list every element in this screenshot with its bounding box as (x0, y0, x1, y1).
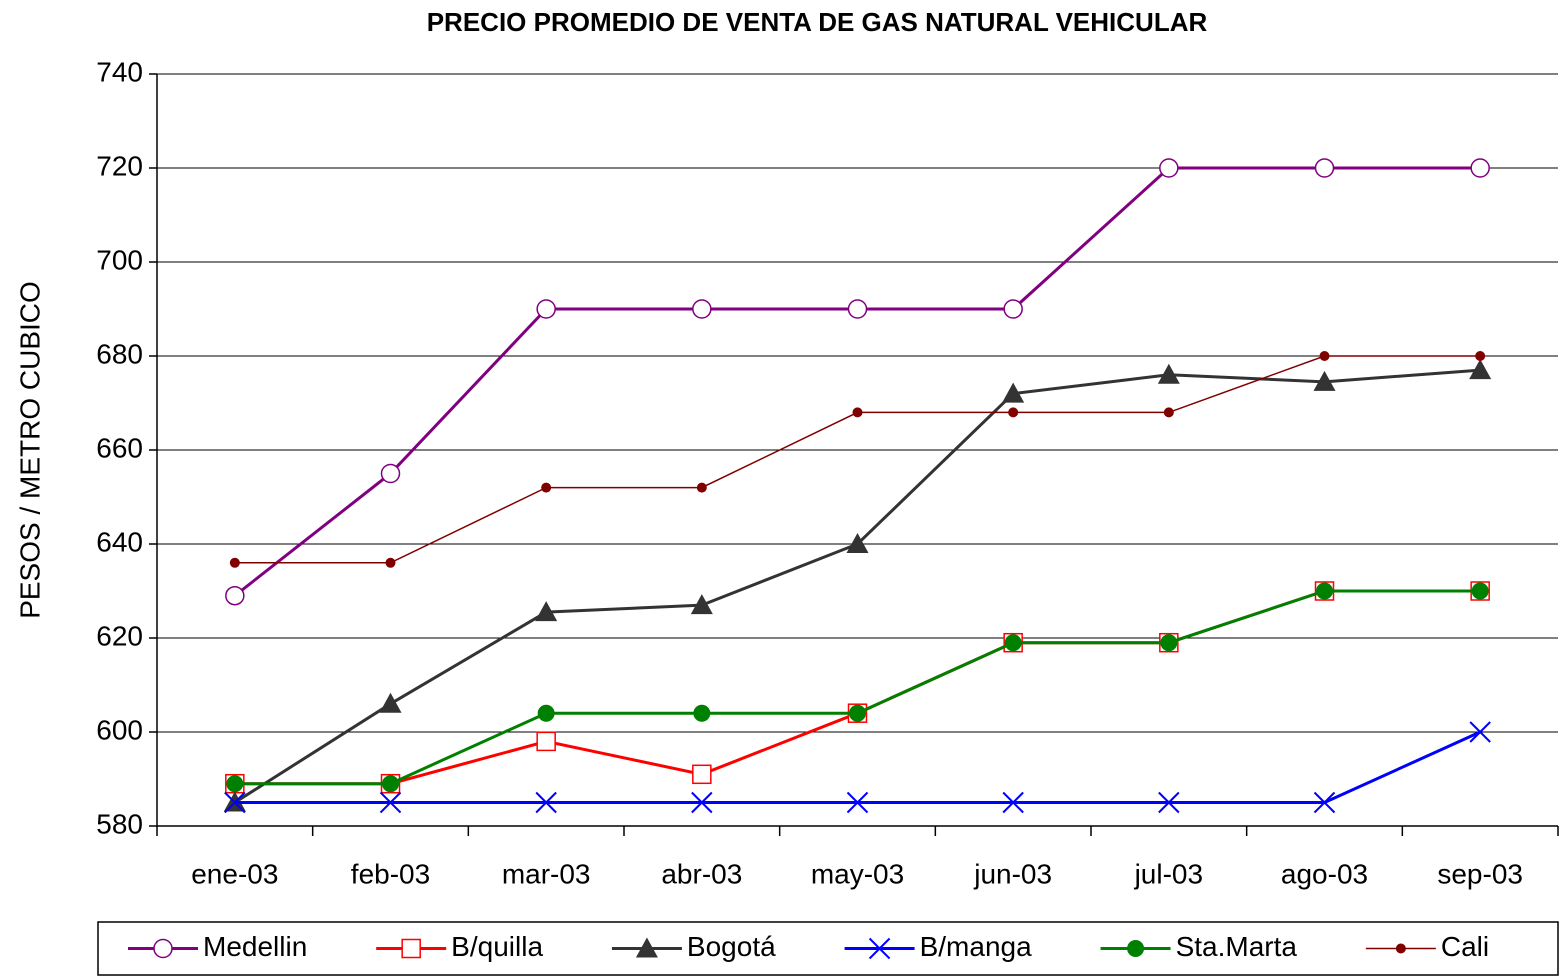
marker (1471, 582, 1489, 600)
marker (1319, 351, 1330, 361)
marker (535, 791, 557, 814)
legend (97, 921, 1559, 976)
marker (1127, 940, 1145, 957)
legend-item: B/quilla (376, 931, 543, 962)
legend-label: Medellin (203, 931, 307, 962)
x-tick-label: ene-03 (191, 858, 278, 889)
marker (225, 585, 245, 606)
y-tick-label: 740 (96, 56, 143, 87)
marker (693, 704, 711, 722)
y-tick-label: 680 (96, 338, 143, 369)
series-line (234, 368, 1481, 804)
x-tick-label: jul-03 (1134, 858, 1203, 889)
marker (401, 938, 421, 959)
marker (379, 692, 402, 713)
chart-title: PRECIO PROMEDIO DE VENTA DE GAS NATURAL … (427, 7, 1208, 37)
marker (380, 463, 401, 484)
legend-label: B/quilla (451, 931, 543, 962)
series-line (234, 589, 1481, 786)
marker (868, 937, 891, 960)
x-tick-label: mar-03 (502, 858, 591, 889)
x-tick-label: feb-03 (351, 858, 430, 889)
marker (1475, 351, 1486, 361)
marker (226, 775, 244, 793)
marker (379, 791, 402, 814)
marker (1469, 721, 1491, 743)
marker (229, 557, 240, 568)
marker (1157, 363, 1180, 384)
marker (1003, 299, 1023, 319)
legend-item: Cali (1365, 931, 1489, 962)
marker (1313, 791, 1336, 814)
marker (1002, 382, 1025, 403)
x-tick-label: ago-03 (1281, 858, 1368, 889)
y-tick-label: 720 (96, 150, 143, 181)
x-tick-label: sep-03 (1437, 858, 1523, 889)
marker (635, 937, 658, 958)
legend-label: Cali (1441, 931, 1489, 962)
marker (1314, 158, 1335, 178)
x-tick-label: abr-03 (661, 858, 742, 889)
y-axis-title: PESOS / METRO CUBICO (14, 281, 45, 619)
marker (382, 775, 399, 793)
y-tick-label: 620 (96, 620, 143, 651)
marker (537, 704, 555, 722)
legend-label: Sta.Marta (1176, 931, 1298, 962)
marker (536, 299, 556, 319)
marker (692, 764, 712, 785)
series-line (234, 589, 1481, 786)
marker (1470, 158, 1490, 178)
legend-item: Sta.Marta (1100, 931, 1298, 962)
marker (1316, 582, 1333, 600)
y-tick-label: 700 (96, 244, 143, 275)
legend-item: B/manga (844, 931, 1032, 962)
marker (846, 791, 869, 814)
y-tick-label: 580 (96, 808, 143, 839)
marker (153, 938, 173, 959)
marker (224, 791, 246, 814)
marker (692, 299, 712, 319)
y-tick-label: 640 (96, 526, 143, 557)
marker (696, 482, 707, 493)
x-tick-label: may-03 (811, 858, 904, 889)
marker (691, 791, 713, 814)
marker (536, 731, 556, 752)
y-tick-label: 600 (96, 714, 143, 745)
series-line (234, 355, 1481, 564)
marker (1004, 634, 1022, 652)
marker (690, 594, 713, 615)
marker (385, 557, 396, 568)
legend-label: B/manga (920, 931, 1032, 962)
marker (541, 482, 552, 493)
marker (1002, 791, 1024, 814)
legend-item: Bogotá (611, 931, 776, 962)
marker (1469, 359, 1492, 380)
marker (849, 704, 866, 722)
legend-item: Medellin (128, 931, 307, 962)
marker (1395, 943, 1406, 954)
marker (1163, 407, 1174, 418)
marker (1160, 634, 1178, 652)
marker (852, 407, 863, 418)
marker (1313, 370, 1336, 391)
series-line (234, 730, 1481, 804)
marker (535, 601, 558, 622)
marker (1159, 158, 1179, 178)
legend-label: Bogotá (687, 931, 776, 962)
x-tick-label: jun-03 (973, 858, 1052, 889)
marker (846, 533, 869, 553)
marker (1158, 791, 1180, 814)
marker (847, 299, 868, 319)
y-tick-label: 660 (96, 432, 143, 463)
marker (1008, 407, 1019, 418)
